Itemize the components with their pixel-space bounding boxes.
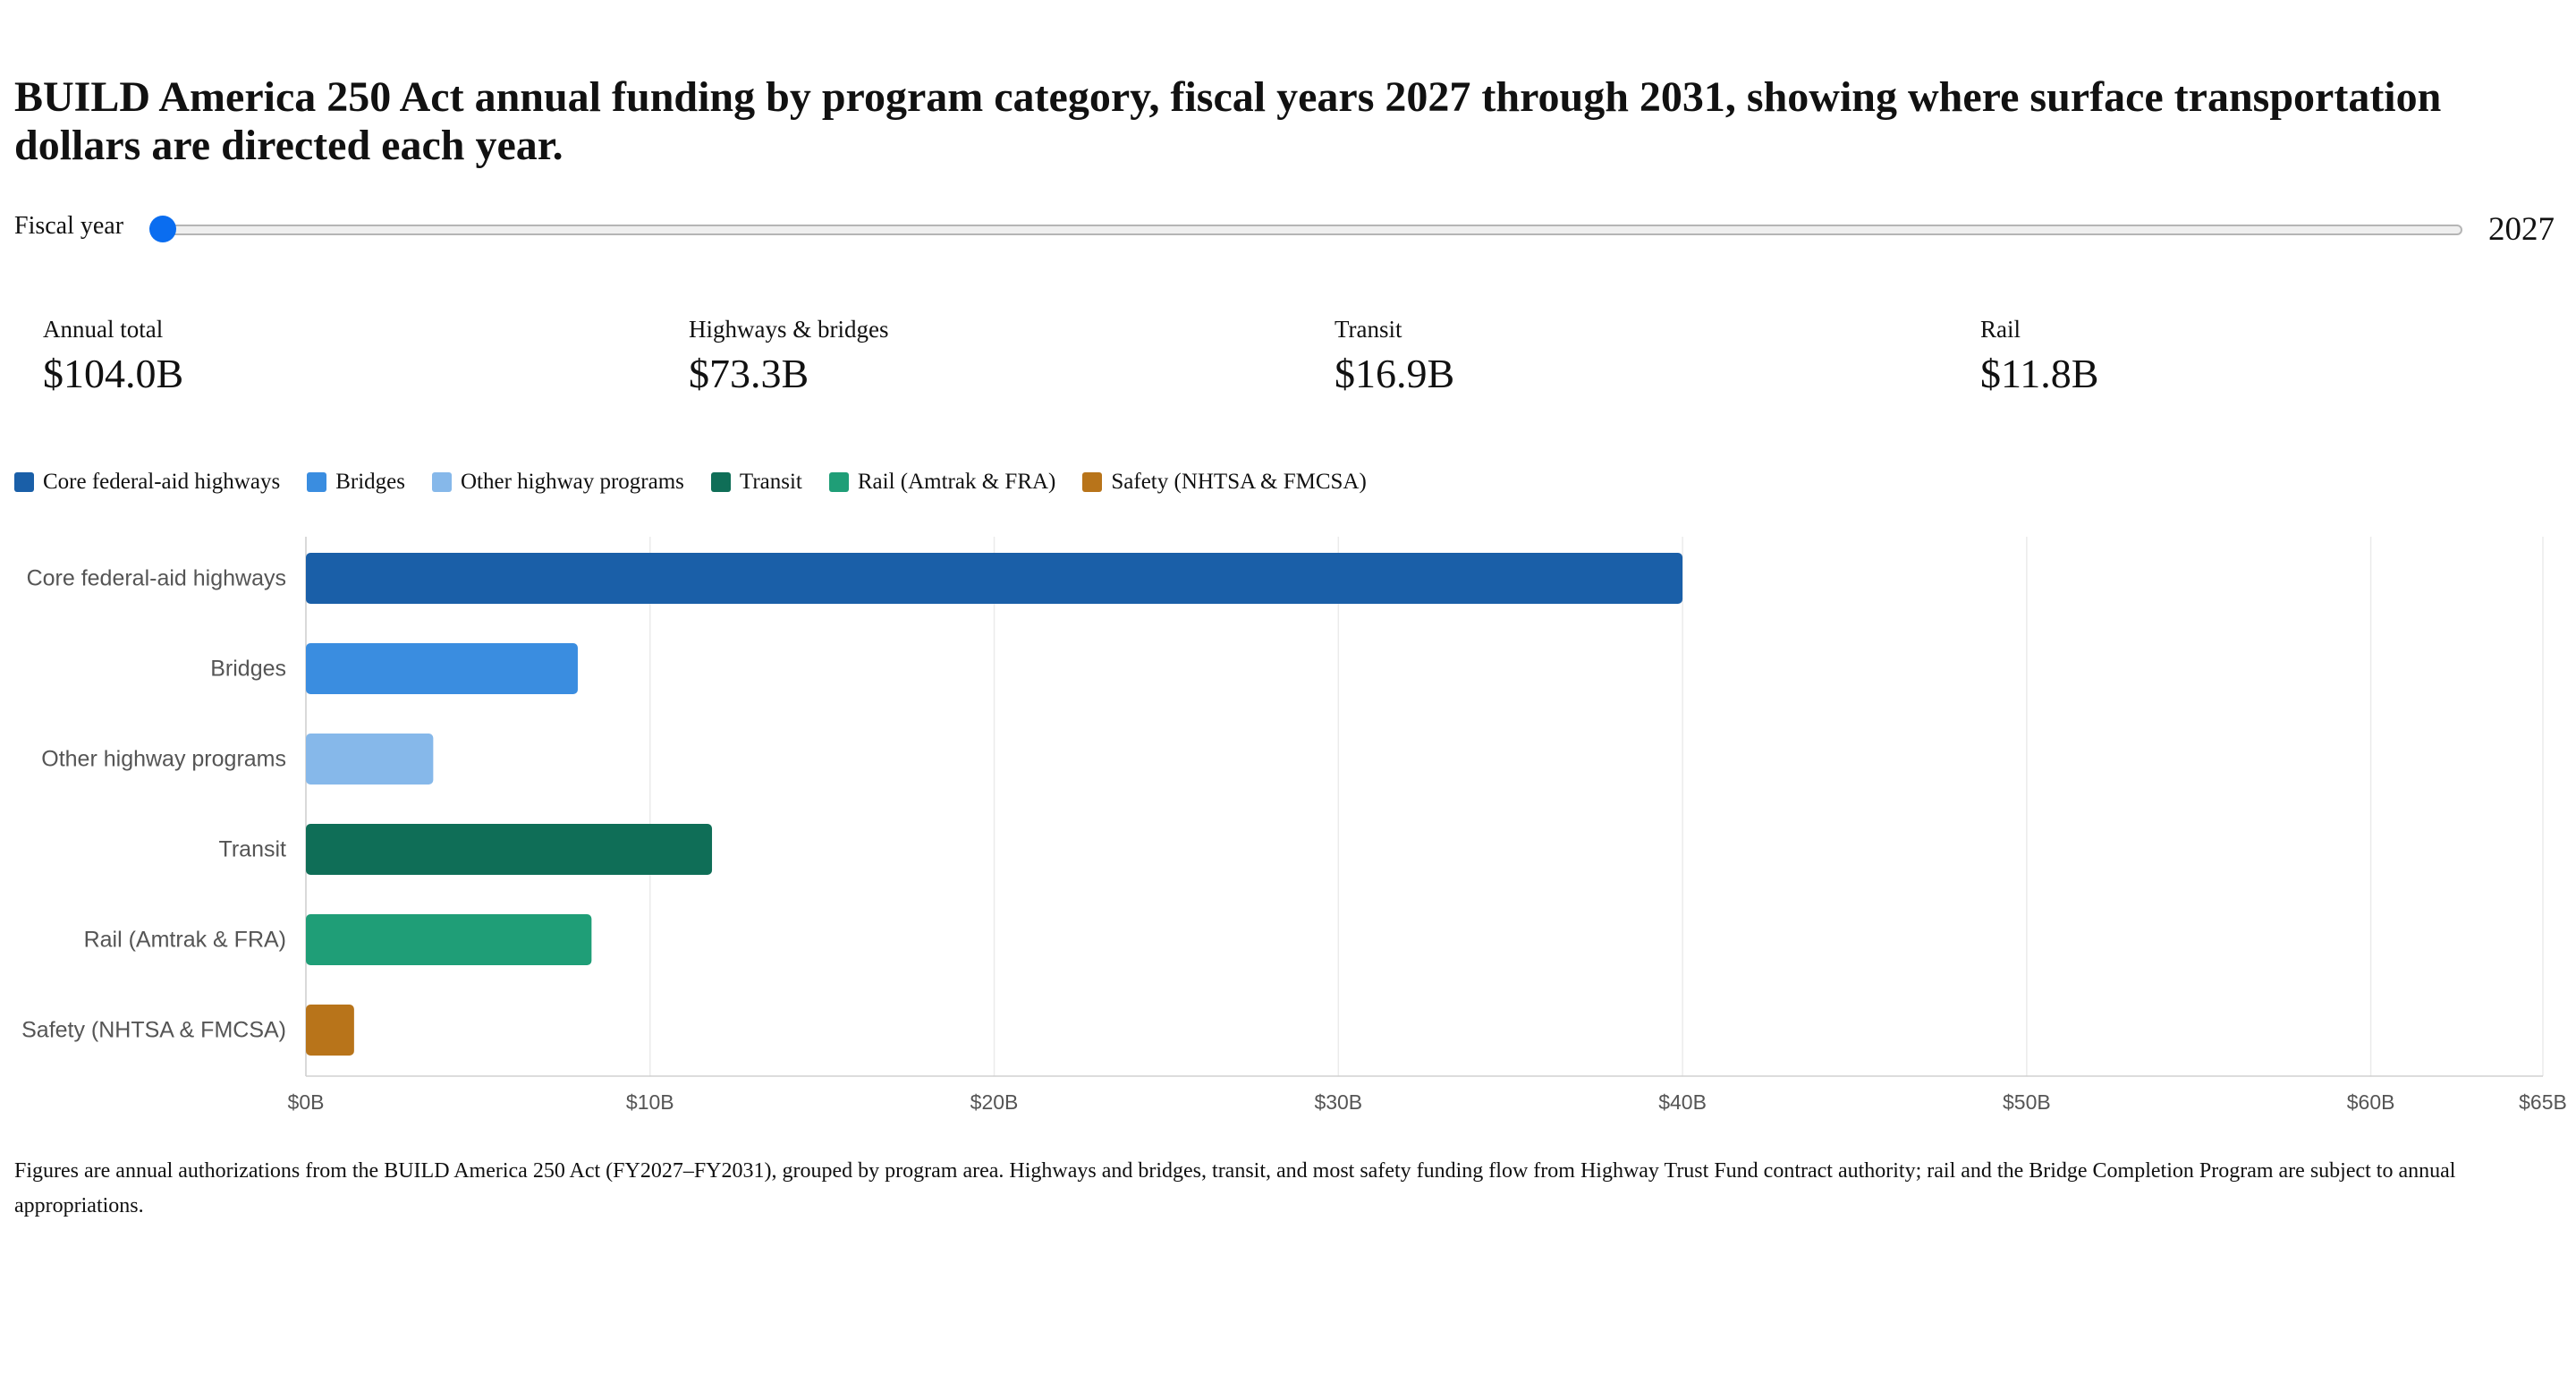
bar-chart: Core federal-aid highways Bridges Other hi… (21, 537, 2567, 1114)
chart-legend: Core federal-aid highways Bridges Other … (14, 469, 1394, 496)
summary-card-value: $16.9B (1335, 351, 1455, 396)
category-label: Safety (NHTSA & FMCSA) (21, 1018, 286, 1043)
summary-card-label: Rail (1980, 316, 2021, 343)
summary-card-rail: Rail $11.8B (1980, 315, 2576, 397)
legend-swatch (431, 472, 452, 492)
x-tick-label: $50B (2003, 1090, 2051, 1114)
legend-label: Bridges (335, 470, 405, 494)
category-label: Transit (219, 837, 287, 862)
legend-item-bridges: Bridges (307, 469, 405, 496)
chart-title: BUILD America 250 Act annual funding by … (14, 73, 2442, 169)
x-tick-label: $65B (2519, 1090, 2567, 1114)
legend-label: Rail (Amtrak & FRA) (857, 470, 1056, 494)
fiscal-year-slider-thumb[interactable] (149, 216, 176, 242)
x-tick-label: $60B (2347, 1090, 2395, 1114)
legend-swatch (710, 472, 731, 492)
legend-item-rail: Rail (Amtrak & FRA) (828, 469, 1056, 496)
legend-item-core-federal-aid-highways: Core federal-aid highways (14, 469, 280, 496)
legend-item-other-highway-programs: Other highway programs (431, 469, 684, 496)
summary-card-annual-total: Annual total $104.0B (43, 315, 669, 397)
x-tick-label: $20B (970, 1090, 1019, 1114)
summary-card-label: Highways & bridges (689, 316, 889, 343)
legend-label: Core federal-aid highways (43, 470, 281, 494)
summary-card-value: $104.0B (43, 351, 184, 396)
legend-label: Transit (739, 470, 802, 494)
summary-card-value: $11.8B (1980, 351, 2099, 396)
category-label: Other highway programs (41, 747, 286, 772)
legend-label: Safety (NHTSA & FMCSA) (1111, 470, 1367, 494)
x-tick-label: $30B (1314, 1090, 1362, 1114)
fiscal-year-slider[interactable] (161, 225, 2462, 235)
bar (306, 824, 713, 875)
fiscal-year-value: 2027 (2488, 211, 2555, 248)
legend-swatch (1082, 472, 1103, 492)
bar (306, 734, 434, 785)
x-tick-label: $10B (626, 1090, 674, 1114)
summary-card-value: $73.3B (689, 351, 809, 396)
bar (306, 643, 578, 694)
legend-item-safety: Safety (NHTSA & FMCSA) (1082, 469, 1367, 496)
summary-card-label: Annual total (43, 316, 164, 343)
summary-card-label: Transit (1335, 316, 1402, 343)
legend-swatch (828, 472, 849, 492)
summary-card-highways-bridges: Highways & bridges $73.3B (689, 315, 1315, 397)
legend-label: Other highway programs (460, 470, 684, 494)
legend-item-transit: Transit (710, 469, 802, 496)
bar (306, 1005, 354, 1056)
bar (306, 914, 592, 965)
fiscal-year-label: Fiscal year (14, 212, 124, 240)
category-label: Rail (Amtrak & FRA) (84, 928, 286, 953)
x-tick-label: $0B (288, 1090, 325, 1114)
legend-swatch (14, 472, 34, 492)
summary-card-transit: Transit $16.9B (1335, 315, 1961, 397)
footnote: Figures are annual authorizations from t… (14, 1159, 2456, 1217)
legend-swatch (307, 472, 327, 492)
category-label: Bridges (210, 657, 286, 682)
x-tick-label: $40B (1658, 1090, 1707, 1114)
bar (306, 553, 1683, 604)
category-label: Core federal-aid highways (27, 566, 286, 591)
